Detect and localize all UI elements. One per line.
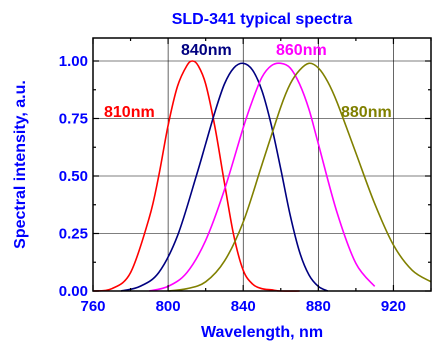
y-tick-label: 0.50 xyxy=(59,168,88,185)
axis-ticks xyxy=(92,38,432,292)
x-tick-labels: 760 800 840 880 920 xyxy=(80,298,405,315)
y-tick-labels: 0.00 0.25 0.50 0.75 1.00 xyxy=(59,53,88,300)
y-tick-label: 0.25 xyxy=(59,226,88,243)
plot-frame xyxy=(92,37,432,292)
series-label: 840nm xyxy=(181,42,232,59)
x-tick-label: 920 xyxy=(381,298,406,315)
series-label: 880nm xyxy=(341,104,392,121)
y-tick-label: 0.00 xyxy=(59,283,88,300)
y-tick-label: 1.00 xyxy=(59,53,88,70)
y-tick-label: 0.75 xyxy=(59,111,88,128)
series-line-860nm xyxy=(149,62,376,292)
series-labels: 810nm 840nm 860nm 880nm xyxy=(104,42,392,121)
series-layer xyxy=(92,60,432,292)
x-tick-label: 760 xyxy=(80,298,105,315)
x-axis-label: Wavelength, nm xyxy=(201,324,323,341)
series-label: 860nm xyxy=(276,42,327,59)
series-line-810nm xyxy=(92,60,300,292)
x-tick-label: 880 xyxy=(306,298,331,315)
y-axis-label: Spectral intensity, a.u. xyxy=(12,80,29,249)
series-line-840nm xyxy=(120,62,329,292)
x-tick-label: 840 xyxy=(231,298,256,315)
chart-title: SLD-341 typical spectra xyxy=(172,11,353,28)
x-tick-label: 800 xyxy=(156,298,181,315)
series-label: 810nm xyxy=(104,104,155,121)
series-line-880nm xyxy=(168,62,432,292)
